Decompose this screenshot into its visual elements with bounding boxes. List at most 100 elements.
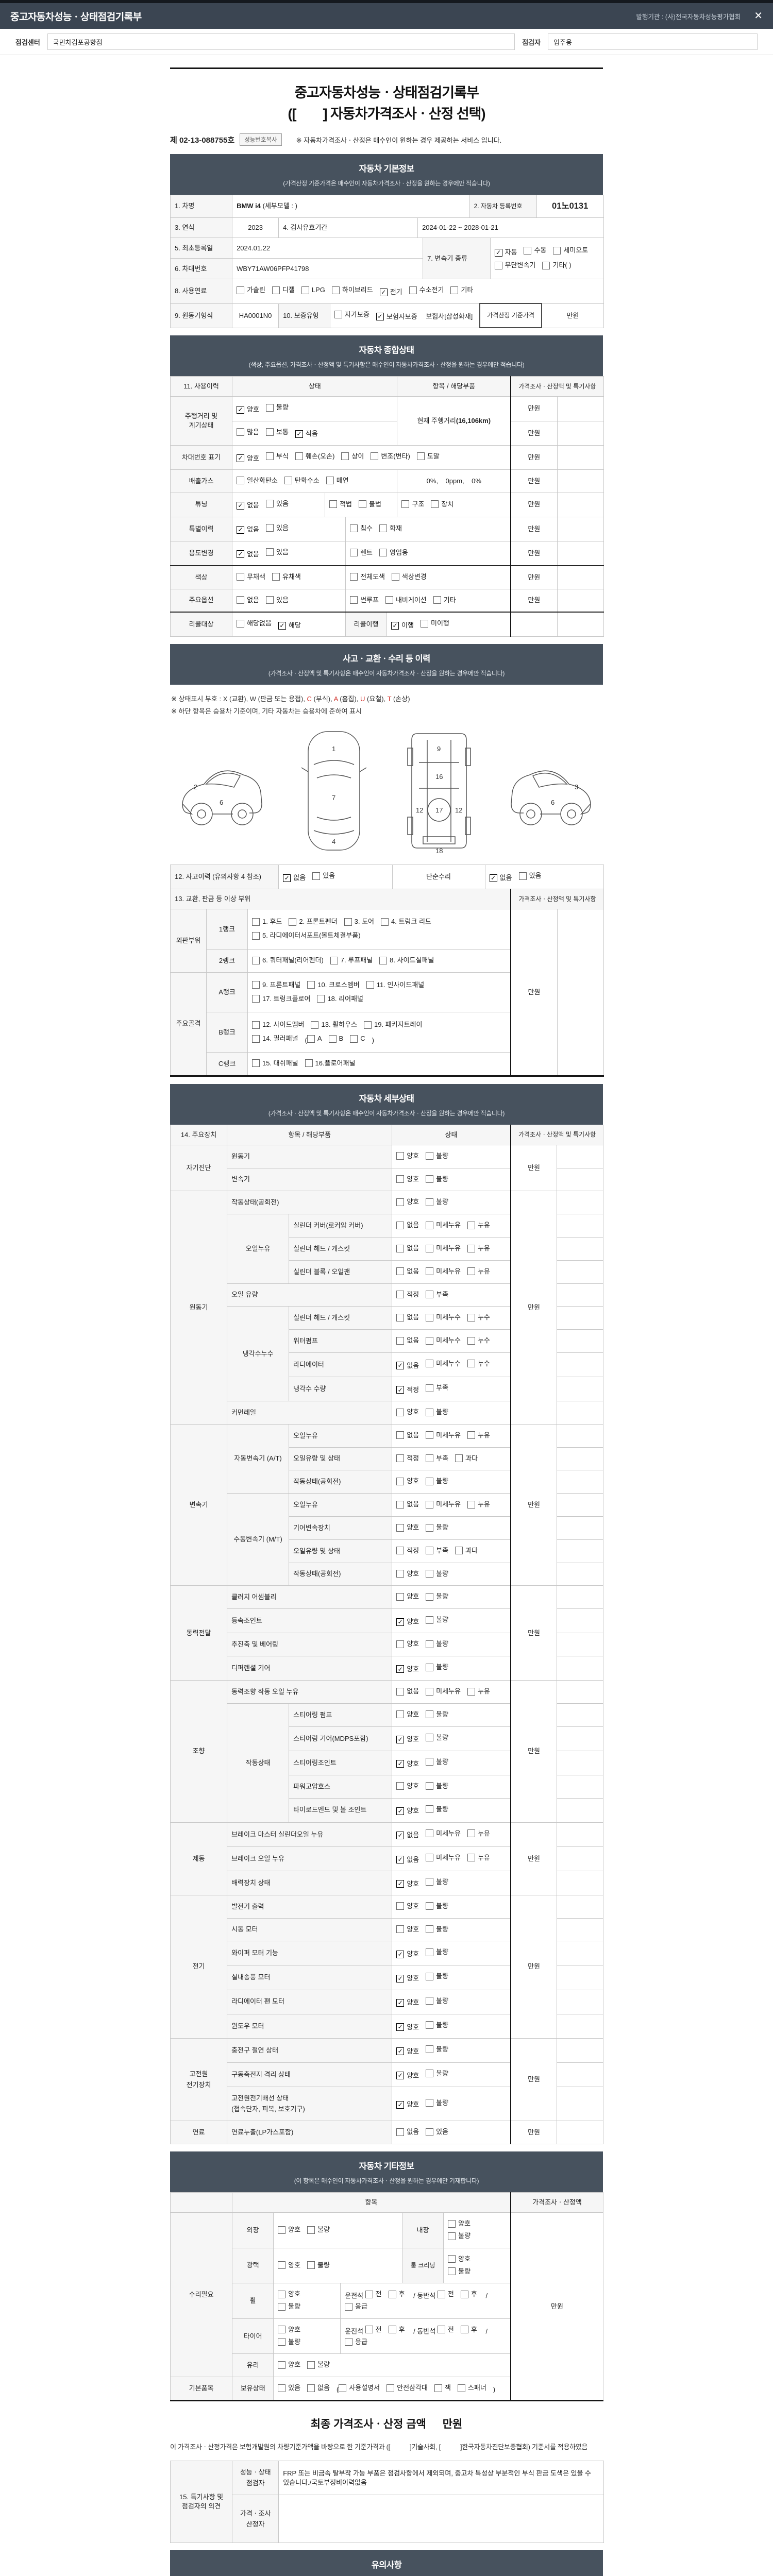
checkbox-누유[interactable]: 누유 [467,1244,490,1253]
checkbox-미세누유[interactable]: 미세누유 [426,1431,461,1440]
checkbox-B[interactable]: B [328,1034,343,1043]
checkbox-있음[interactable]: 있음 [278,2383,300,2393]
checkbox-후[interactable]: 후 [388,2290,405,2299]
checkbox-10. 크로스멤버[interactable]: 10. 크로스멤버 [307,980,360,990]
checkbox-누수[interactable]: 누수 [467,1359,490,1368]
checkbox-불량[interactable]: 불량 [307,2261,330,2270]
checkbox-없음[interactable]: 없음 [396,1244,419,1253]
checkbox-없음[interactable]: ✓ 없음 [237,550,259,559]
checkbox-해당없음[interactable]: 해당없음 [237,619,272,628]
checkbox-있음[interactable]: 있음 [518,871,542,880]
checkbox-불량[interactable]: 불량 [426,1663,448,1672]
checkbox-색상변경[interactable]: 색상변경 [391,572,427,582]
checkbox-내비게이션[interactable]: 내비게이션 [385,596,427,605]
checkbox-없음[interactable]: 없음 [396,1221,419,1230]
checkbox-구조[interactable]: 구조 [401,500,424,509]
checkbox-양호[interactable]: 양호 [396,1782,419,1791]
checkbox-장치[interactable]: 장치 [431,500,453,509]
checkbox-불량[interactable]: 불량 [448,2231,470,2241]
checkbox-불량[interactable]: 불량 [426,1972,448,1981]
checkbox-없음[interactable]: 없음 [396,1431,419,1440]
checkbox-불량[interactable]: 불량 [426,1151,448,1161]
checkbox-양호[interactable]: ✓ 양호 [396,1879,419,1889]
checkbox-부족[interactable]: 부족 [426,1546,448,1555]
inspector-input[interactable]: 엄주용 [548,33,758,50]
checkbox-응급[interactable]: 응급 [345,2337,367,2347]
checkbox-많음[interactable]: 많음 [237,428,259,437]
checkbox-미세누유[interactable]: 미세누유 [426,1853,461,1862]
checkbox-유채색[interactable]: 유채색 [272,572,301,582]
checkbox-양호[interactable]: 양호 [396,1151,419,1161]
checkbox-2. 프론트펜더[interactable]: 2. 프론트펜더 [289,917,338,926]
checkbox-양호[interactable]: 양호 [396,1408,419,1417]
checkbox-불량[interactable]: 불량 [426,1175,448,1184]
checkbox-있음[interactable]: 있음 [426,2127,448,2137]
checkbox-양호[interactable]: ✓ 양호 [396,1950,419,1959]
checkbox-15. 대쉬패널[interactable]: 15. 대쉬패널 [252,1059,298,1068]
checkbox-누수[interactable]: 누수 [467,1313,490,1322]
checkbox-후[interactable]: 후 [460,2325,477,2334]
checkbox-매연[interactable]: 매연 [326,476,349,485]
checkbox-불량[interactable]: 불량 [426,1477,448,1486]
checkbox-누유[interactable]: 누유 [467,1687,490,1696]
checkbox-이행[interactable]: ✓ 이행 [391,621,414,630]
checkbox-양호[interactable]: ✓ 양호 [396,2100,419,2109]
checkbox-양호[interactable]: ✓ 양호 [396,1806,419,1816]
checkbox-없음[interactable]: ✓ 없음 [396,1831,419,1840]
checkbox-불량[interactable]: 불량 [426,1805,448,1814]
checkbox-스패너[interactable]: 스패너 [457,2383,486,2393]
checkbox-미세누유[interactable]: 미세누유 [426,1221,461,1230]
checkbox-불량[interactable]: 불량 [426,2045,448,2054]
checkbox-자가보증[interactable]: 자가보증 [334,310,369,319]
checkbox-양호[interactable]: 양호 [396,1175,419,1184]
checkbox-불량[interactable]: 불량 [426,1639,448,1649]
checkbox-누수[interactable]: 누수 [467,1336,490,1345]
checkbox-양호[interactable]: ✓ 양호 [237,454,259,463]
checkbox-있음[interactable]: 있음 [265,523,289,533]
checkbox-후[interactable]: 후 [388,2325,405,2334]
checkbox-수동[interactable]: 수동 [524,246,546,255]
checkbox-적정[interactable]: ✓ 적정 [396,1385,419,1395]
checkbox-해당[interactable]: ✓ 해당 [278,621,301,630]
checkbox-없음[interactable]: ✓ 없음 [237,525,259,534]
checkbox-13. 휠하우스[interactable]: 13. 휠하우스 [311,1020,357,1029]
checkbox-양호[interactable]: 양호 [396,1639,419,1649]
checkbox-영업용[interactable]: 영업용 [379,548,408,557]
checkbox-양호[interactable]: 양호 [448,2255,470,2264]
checkbox-없음[interactable]: ✓ 없음 [489,873,512,883]
checkbox-없음[interactable]: 없음 [307,2383,330,2393]
checkbox-일산화탄소[interactable]: 일산화탄소 [237,476,278,485]
checkbox-없음[interactable]: 없음 [396,1500,419,1509]
checkbox-후[interactable]: 후 [460,2290,477,2299]
checkbox-미세누수[interactable]: 미세누수 [426,1313,461,1322]
checkbox-양호[interactable]: ✓ 양호 [396,2071,419,2080]
checkbox-양호[interactable]: 양호 [278,2290,300,2299]
close-icon[interactable]: ✕ [754,10,763,22]
checkbox-양호[interactable]: ✓ 양호 [396,2023,419,2032]
checkbox-변조(변타)[interactable]: 변조(변타) [371,452,410,461]
checkbox-렌트[interactable]: 렌트 [350,548,373,557]
checkbox-화재[interactable]: 화재 [379,524,402,533]
checkbox-적법[interactable]: 적법 [329,500,352,509]
checkbox-탄화수소[interactable]: 탄화수소 [284,476,320,485]
checkbox-양호[interactable]: 양호 [396,1592,419,1601]
checkbox-11. 인사이드패널[interactable]: 11. 인사이드패널 [366,980,424,990]
checkbox-없음[interactable]: ✓ 없음 [237,501,259,510]
checkbox-불량[interactable]: 불량 [426,1996,448,2006]
checkbox-전[interactable]: 전 [365,2290,382,2299]
checkbox-부족[interactable]: 부족 [426,1454,448,1463]
checkbox-양호[interactable]: ✓ 양호 [396,1735,419,1744]
checkbox-양호[interactable]: 양호 [396,1197,419,1207]
checkbox-17. 트렁크플로어[interactable]: 17. 트렁크플로어 [252,994,310,1004]
checkbox-기타[interactable]: 기타 [433,596,456,605]
checkbox-과다[interactable]: 과다 [455,1546,478,1555]
checkbox-양호[interactable]: 양호 [278,2261,300,2270]
checkbox-미이행[interactable]: 미이행 [420,619,449,628]
checkbox-보험사보증[interactable]: ✓ 보험사보증 [376,312,417,321]
checkbox-8. 사이드실패널[interactable]: 8. 사이드실패널 [379,956,434,965]
checkbox-세미오토[interactable]: 세미오토 [553,246,588,255]
checkbox-18. 리어패널[interactable]: 18. 리어패널 [317,994,363,1004]
checkbox-9. 프론트패널[interactable]: 9. 프론트패널 [252,980,300,990]
checkbox-불량[interactable]: 불량 [426,1523,448,1532]
checkbox-7. 루프패널[interactable]: 7. 루프패널 [330,956,373,965]
